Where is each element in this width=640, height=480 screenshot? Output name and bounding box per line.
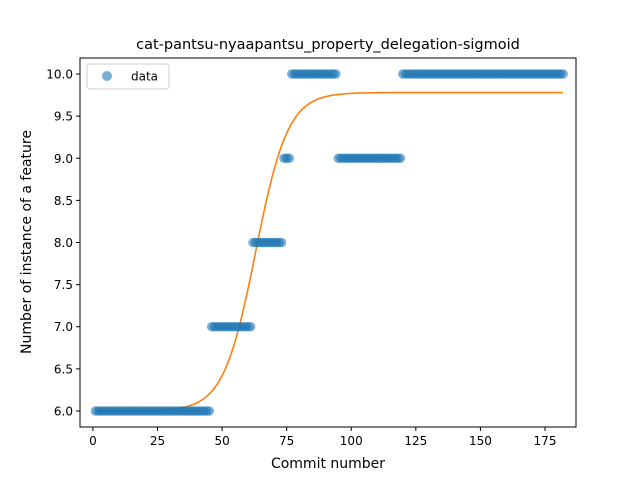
legend: data [86, 63, 170, 90]
data-point [284, 153, 295, 164]
legend-label-data: data [131, 70, 158, 84]
legend-marker-data [102, 71, 112, 81]
data-point [204, 406, 214, 416]
plot-area [80, 58, 576, 427]
y-tick-label: 7.0 [54, 320, 73, 334]
data-point [276, 237, 287, 248]
y-tick-label: 6.0 [54, 404, 73, 418]
data-point [245, 321, 256, 332]
x-tick-label: 75 [279, 434, 294, 448]
y-tick-label: 6.5 [54, 362, 73, 376]
x-tick-label: 150 [469, 434, 492, 448]
y-axis-ticks: 6.0 6.5 7.0 7.5 8.0 8.5 9.0 9.5 10.0 [46, 68, 80, 418]
data-point [330, 69, 341, 79]
x-tick-label: 100 [340, 434, 363, 448]
chart-title: cat-pantsu-nyaapantsu_property_delegatio… [136, 37, 520, 53]
x-tick-label: 0 [89, 434, 97, 448]
x-axis-label: Commit number [271, 456, 385, 472]
x-tick-label: 50 [214, 434, 229, 448]
data-point [395, 153, 406, 164]
y-tick-label: 7.5 [54, 278, 73, 292]
y-tick-label: 8.0 [54, 236, 73, 250]
y-tick-label: 10.0 [46, 68, 73, 82]
y-tick-label: 9.0 [54, 152, 73, 166]
points-layer [90, 69, 568, 416]
legend-box [86, 63, 170, 90]
y-tick-label: 8.5 [54, 194, 73, 208]
y-tick-label: 9.5 [54, 110, 73, 124]
y-axis-label: Number of instance of a feature [19, 130, 35, 354]
data-point [558, 69, 568, 79]
x-tick-label: 125 [404, 434, 427, 448]
x-tick-label: 25 [150, 434, 165, 448]
x-tick-label: 175 [534, 434, 557, 448]
x-axis-ticks: 0 25 50 75 100 125 150 175 [89, 427, 556, 448]
